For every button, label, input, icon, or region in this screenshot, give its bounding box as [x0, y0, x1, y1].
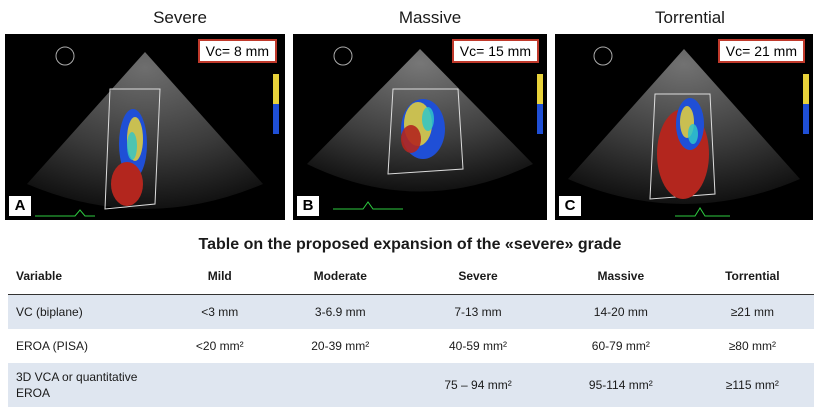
- doppler-jet-cyan: [422, 107, 434, 131]
- doppler-flow-red: [111, 162, 143, 206]
- panel-title-massive: Massive: [398, 8, 462, 27]
- vc-measurement-label: Vc= 8 mm: [197, 39, 277, 63]
- header-severe: Severe: [405, 258, 551, 295]
- panel-letter-b: B: [297, 196, 319, 216]
- cell-severe: 75 – 94 mm²: [405, 363, 551, 407]
- doppler-jet-cyan: [688, 124, 698, 144]
- table-row: EROA (PISA) <20 mm² 20-39 mm² 40-59 mm² …: [8, 329, 814, 363]
- cell-massive: 60-79 mm²: [591, 339, 650, 353]
- table-header-row: Variable Mild Moderate Severe Massive To…: [8, 258, 814, 295]
- cell-torrential: ≥80 mm²: [728, 339, 776, 353]
- panel-letter-c: C: [559, 196, 581, 216]
- cell-moderate: [275, 363, 406, 407]
- header-moderate: Moderate: [275, 258, 406, 295]
- cell-mild: [164, 363, 276, 407]
- panel-letter-a: A: [9, 196, 31, 216]
- panel-title-severe: Severe: [153, 8, 207, 27]
- color-box: [649, 93, 716, 200]
- ecg-trace: [35, 209, 95, 217]
- cell-torrential: ≥115 mm²: [690, 363, 814, 407]
- probe-orientation-icon: [333, 46, 353, 66]
- probe-orientation-icon: [55, 46, 75, 66]
- echo-image-massive: Vc= 15 mm B: [293, 34, 547, 220]
- table-row: 3D VCA or quantitative EROA 75 – 94 mm² …: [8, 363, 814, 407]
- cell-mild: <3 mm: [164, 294, 276, 329]
- cell-massive: 14-20 mm: [550, 294, 691, 329]
- cell-severe: 7-13 mm: [405, 294, 551, 329]
- cell-moderate: 3-6.9 mm: [275, 294, 406, 329]
- cell-severe: 40-59 mm²: [449, 339, 508, 353]
- cell-massive: 95-114 mm²: [550, 363, 691, 407]
- doppler-flow-red: [401, 125, 421, 153]
- header-mild: Mild: [164, 258, 276, 295]
- header-variable: Variable: [8, 258, 164, 295]
- probe-orientation-icon: [593, 46, 613, 66]
- echo-image-torrential: Vc= 21 mm C: [555, 34, 813, 220]
- cell-variable: 3D VCA or quantitative EROA: [8, 363, 164, 407]
- color-box: [387, 88, 464, 175]
- panel-title-torrential: Torrential: [655, 8, 725, 27]
- vc-measurement-label: Vc= 21 mm: [717, 39, 805, 63]
- ecg-trace: [333, 201, 403, 210]
- cell-moderate: 20-39 mm²: [311, 339, 370, 353]
- table-title: Table on the proposed expansion of the «…: [198, 236, 622, 253]
- color-box: [104, 88, 161, 210]
- ecg-trace: [675, 207, 730, 217]
- grade-table: Variable Mild Moderate Severe Massive To…: [8, 258, 814, 407]
- header-torrential: Torrential: [690, 258, 814, 295]
- cell-variable: VC (biplane): [8, 294, 164, 329]
- echo-scan-torrential: [568, 46, 809, 217]
- cell-mild: <20 mm²: [195, 339, 244, 353]
- vc-measurement-label: Vc= 15 mm: [451, 39, 539, 63]
- echo-scan-massive: [307, 46, 543, 210]
- echo-image-severe: Vc= 8 mm A: [5, 34, 285, 220]
- table-row: VC (biplane) <3 mm 3-6.9 mm 7-13 mm 14-2…: [8, 294, 814, 329]
- cell-torrential: ≥21 mm: [690, 294, 814, 329]
- doppler-jet-cyan: [127, 132, 137, 160]
- echo-scan-severe: [27, 46, 279, 217]
- cell-variable: EROA (PISA): [16, 339, 89, 353]
- header-massive: Massive: [550, 258, 691, 295]
